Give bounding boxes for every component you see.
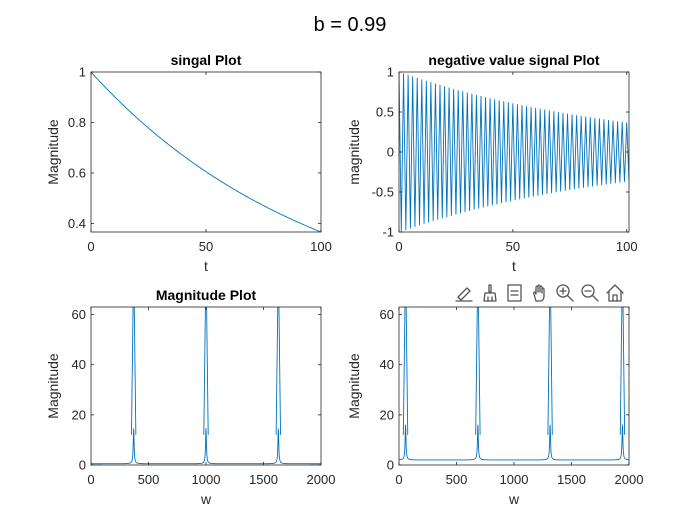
axes-toolbar [453, 281, 627, 305]
x-tick-label: 1500 [249, 472, 278, 487]
peak-spike [131, 307, 137, 435]
subplot-title: Magnitude Plot [156, 287, 257, 303]
home-icon[interactable] [603, 281, 627, 305]
y-tick-label: 0.8 [68, 115, 86, 130]
axes-box [90, 71, 322, 233]
series-line-3 [91, 428, 321, 465]
y-axis-label: Magnitude [45, 119, 61, 185]
y-tick-label: 20 [380, 407, 394, 422]
x-axis-label: t [204, 258, 208, 274]
subplot-title: negative value signal Plot [428, 52, 600, 68]
figure-suptitle: b = 0.99 [314, 14, 387, 36]
y-tick-label: 0 [79, 458, 86, 473]
x-tick-label: 1000 [500, 472, 529, 487]
x-axis-label: t [512, 258, 516, 274]
y-tick-label: -0.5 [372, 185, 394, 200]
y-axis-label: Magnitude [346, 353, 362, 419]
subplot-4: 0 500 1000 1500 2000 0 20 40 60 w Magnitude [346, 306, 644, 507]
brush-icon[interactable] [478, 281, 502, 305]
x-tick-label: 0 [395, 472, 402, 487]
peak-spike [619, 307, 626, 435]
zoom-out-icon[interactable] [578, 281, 602, 305]
peak-spike [275, 307, 281, 435]
x-tick-label: 100 [310, 239, 332, 254]
axes-box [398, 306, 630, 466]
series-line-4 [399, 424, 629, 461]
x-tick-label: 50 [199, 239, 213, 254]
subplot-title: singal Plot [171, 52, 242, 68]
zoom-in-icon[interactable] [553, 281, 577, 305]
x-tick-label: 0 [395, 239, 402, 254]
subplot-3: 0 500 1000 1500 2000 0 20 40 60 Magnitude Plot w Ma… [45, 287, 335, 507]
x-tick-label: 1000 [192, 472, 221, 487]
pan-icon[interactable] [528, 281, 552, 305]
y-tick-label: 60 [72, 307, 86, 322]
y-tick-label: 60 [380, 307, 394, 322]
x-tick-label: 2000 [615, 472, 644, 487]
peak-spike [402, 307, 409, 435]
data-tips-icon[interactable] [503, 281, 527, 305]
x-axis-label: w [200, 491, 212, 507]
y-tick-label: 0 [387, 458, 394, 473]
y-tick-label: 0 [387, 145, 394, 160]
x-tick-label: 500 [138, 472, 160, 487]
x-axis-label: w [508, 491, 520, 507]
x-tick-label: 500 [446, 472, 468, 487]
x-tick-label: 0 [87, 239, 94, 254]
y-tick-label: 40 [380, 357, 394, 372]
x-tick-label: 2000 [307, 472, 336, 487]
y-tick-label: 20 [72, 407, 86, 422]
x-tick-label: 0 [87, 472, 94, 487]
subplot-2: 0 50 100 -1 -0.5 0 0.5 1 negative value signal P… [346, 52, 638, 274]
x-tick-label: 50 [506, 239, 520, 254]
peak-spike [203, 307, 209, 435]
series-line-1 [91, 72, 321, 232]
peak-spike [547, 307, 553, 435]
edit-icon[interactable] [453, 281, 477, 305]
subplot-1: 0 50 100 0.4 0.6 0.8 1 singal Plot t Magnitude [45, 52, 332, 274]
y-axis-label: Magnitude [45, 353, 61, 419]
y-tick-label: 0.6 [68, 165, 86, 180]
y-tick-label: 0.4 [68, 216, 86, 231]
y-tick-label: 0.5 [376, 105, 394, 120]
y-tick-label: -1 [382, 225, 394, 240]
y-tick-label: 40 [72, 357, 86, 372]
x-tick-label: 100 [616, 239, 638, 254]
x-tick-label: 1500 [557, 472, 586, 487]
y-tick-label: 1 [79, 65, 86, 80]
y-axis-label: magnitude [346, 119, 362, 185]
peak-spike [475, 307, 481, 435]
series-line-2 [399, 72, 629, 232]
y-tick-label: 1 [387, 65, 394, 80]
